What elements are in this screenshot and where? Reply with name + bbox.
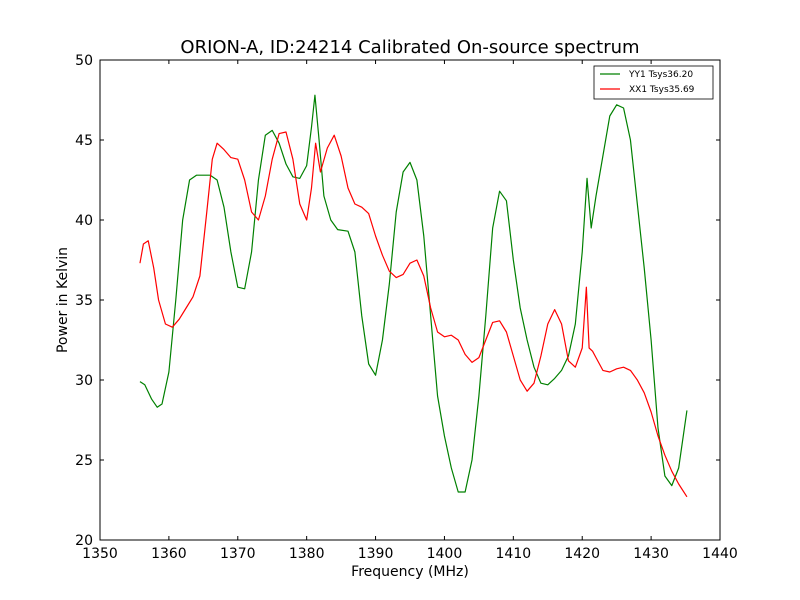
series-line-yy1 bbox=[139, 94, 688, 493]
x-tick-label: 1440 bbox=[702, 546, 738, 562]
legend: YY1 Tsys36.20 XX1 Tsys35.69 bbox=[593, 65, 714, 100]
y-tick-label: 40 bbox=[75, 213, 93, 229]
x-tick-label: 1370 bbox=[220, 546, 256, 562]
x-tick-label: 1420 bbox=[564, 546, 600, 562]
ticks-layer: 1350 1360 1370 1380 1390 1400 1410 1420 1430 1440… bbox=[75, 53, 738, 562]
x-tick-label: 1430 bbox=[633, 546, 669, 562]
y-tick-label: 50 bbox=[75, 53, 93, 69]
plot-area bbox=[100, 60, 720, 540]
plot-frame bbox=[99, 59, 721, 541]
x-tick-label: 1360 bbox=[151, 546, 187, 562]
y-tick-label: 20 bbox=[75, 533, 93, 549]
x-tick-label: 1410 bbox=[496, 546, 532, 562]
x-tick-label: 1380 bbox=[289, 546, 325, 562]
x-tick-label: 1390 bbox=[358, 546, 394, 562]
y-tick-label: 45 bbox=[75, 133, 93, 149]
legend-label-yy1: YY1 Tsys36.20 bbox=[628, 70, 693, 80]
y-tick-label: 25 bbox=[75, 453, 93, 469]
y-axis-label: Power in Kelvin bbox=[55, 247, 71, 353]
legend-box bbox=[593, 65, 714, 100]
x-tick-label: 1350 bbox=[82, 546, 118, 562]
series-line-xx1 bbox=[139, 131, 688, 498]
legend-label-xx1: XX1 Tsys35.69 bbox=[629, 85, 695, 95]
chart-title: ORION-A, ID:24214 Calibrated On-source s… bbox=[180, 37, 639, 58]
series-layer bbox=[139, 94, 688, 498]
x-tick-label: 1400 bbox=[427, 546, 463, 562]
y-tick-label: 30 bbox=[75, 373, 93, 389]
x-axis-label: Frequency (MHz) bbox=[351, 564, 469, 580]
y-tick-label: 35 bbox=[75, 293, 93, 309]
